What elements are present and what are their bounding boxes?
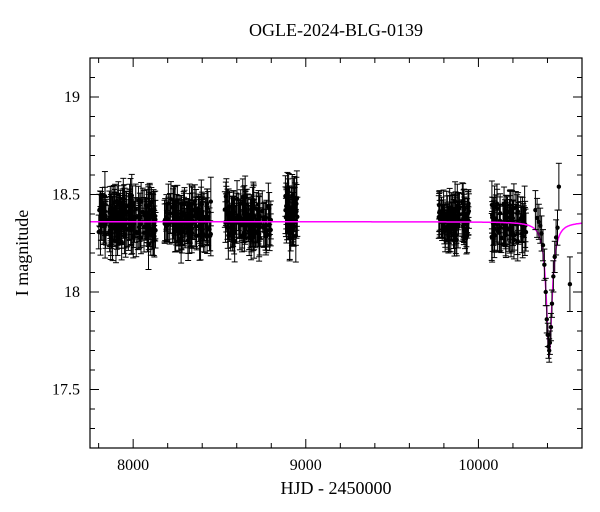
y-tick-label: 18: [64, 284, 80, 301]
x-axis-label: HJD - 2450000: [281, 478, 392, 498]
x-tick-label: 8000: [117, 457, 149, 474]
y-tick-label: 17.5: [52, 382, 80, 399]
y-axis-label: I magnitude: [12, 210, 32, 296]
x-tick-label: 10000: [458, 457, 498, 474]
chart-container: OGLE-2024-BLG-0139 8000 9000 10000 17.5 18 18.…: [0, 0, 600, 512]
chart-svg: OGLE-2024-BLG-0139 8000 9000 10000 17.5 18 18.…: [0, 0, 600, 512]
x-tick-label: 9000: [290, 457, 322, 474]
y-tick-label: 18.5: [52, 187, 80, 204]
y-tick-label: 19: [64, 89, 80, 106]
chart-title: OGLE-2024-BLG-0139: [249, 20, 423, 40]
